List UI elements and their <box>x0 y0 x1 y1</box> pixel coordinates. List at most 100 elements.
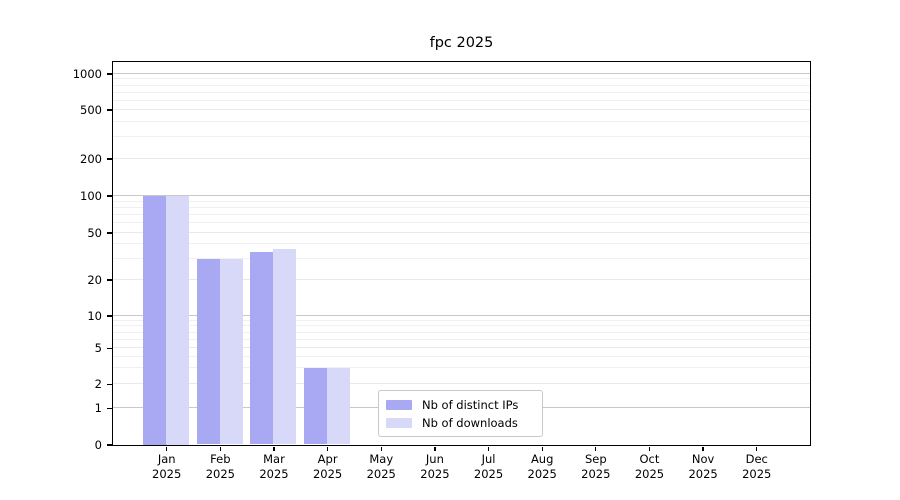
y-tick-mark <box>107 109 112 111</box>
y-tick-mark <box>107 383 112 385</box>
y-tick-label: 100 <box>80 189 102 203</box>
x-tick-label-jul: Jul 2025 <box>466 452 512 481</box>
y-tick-mark <box>107 73 112 75</box>
bar-distinct-ips-mar <box>250 252 274 445</box>
bar-distinct-ips-feb <box>196 258 220 445</box>
minor-gridline <box>112 331 810 333</box>
chart-title: fpc 2025 <box>429 35 494 51</box>
x-tick-label-may: May 2025 <box>358 452 404 481</box>
y-tick-label: 200 <box>80 152 102 166</box>
y-tick-mark <box>107 279 112 281</box>
x-tick-label-jan: Jan 2025 <box>144 452 190 481</box>
legend-item-downloads: Nb of downloads <box>386 415 533 430</box>
x-tick-year: 2025 <box>688 466 718 481</box>
bar-downloads-mar <box>273 249 297 445</box>
x-tick-label-mar: Mar 2025 <box>251 452 297 481</box>
x-tick-mark <box>648 446 651 451</box>
x-tick-mark <box>166 446 168 451</box>
x-tick-month: May <box>369 452 394 466</box>
x-tick-year: 2025 <box>152 466 182 481</box>
y-tick-label: 1 <box>94 401 102 416</box>
x-tick-month: Dec <box>745 452 768 466</box>
bar-downloads-jan <box>166 195 190 445</box>
minor-gridline <box>112 319 810 321</box>
y-tick-label: 500 <box>80 103 102 117</box>
x-tick-year: 2025 <box>312 466 343 481</box>
legend-swatch-icon <box>386 399 412 410</box>
x-tick-label-nov: Nov 2025 <box>680 452 726 481</box>
x-tick-year: 2025 <box>742 466 772 481</box>
y-tick-mark <box>107 195 112 197</box>
x-tick-mark <box>487 446 490 451</box>
minor-gridline <box>112 84 810 86</box>
y-tick-label: 1000 <box>72 67 102 81</box>
x-tick-label-dec: Dec 2025 <box>734 452 780 481</box>
y-tick-label: 20 <box>87 273 102 287</box>
y-tick-mark <box>107 407 112 409</box>
legend: Nb of distinct IPs Nb of downloads <box>378 390 543 437</box>
x-tick-label-aug: Aug 2025 <box>519 452 565 481</box>
y-tick-label: 10 <box>87 309 102 323</box>
plot-area <box>111 60 811 446</box>
legend-label: Nb of downloads <box>422 415 518 430</box>
x-tick-label-apr: Apr 2025 <box>305 452 351 481</box>
y-tick-mark <box>107 444 112 446</box>
minor-gridline <box>112 258 810 260</box>
major-gridline <box>112 109 810 110</box>
bar-downloads-apr <box>327 367 351 445</box>
x-tick-mark <box>219 446 221 451</box>
major-gridline <box>112 73 810 74</box>
minor-gridline <box>112 200 810 202</box>
major-gridline <box>112 195 810 196</box>
minor-gridline <box>112 214 810 216</box>
x-tick-month: Jan <box>157 452 176 466</box>
x-tick-mark <box>756 446 758 451</box>
y-tick-label: 2 <box>94 377 102 392</box>
minor-gridline <box>112 99 810 101</box>
y-tick-label: 5 <box>94 341 102 356</box>
y-tick-label: 50 <box>87 226 102 240</box>
major-gridline <box>112 279 810 280</box>
x-tick-year: 2025 <box>527 466 557 481</box>
x-tick-year: 2025 <box>581 466 611 481</box>
minor-gridline <box>112 222 810 224</box>
x-tick-year: 2025 <box>205 466 235 481</box>
x-tick-mark <box>326 446 329 451</box>
x-tick-month: Sep <box>584 452 607 466</box>
x-tick-mark <box>541 446 543 451</box>
major-gridline <box>112 232 810 233</box>
x-tick-month: Jul <box>481 452 496 466</box>
y-tick-mark <box>107 315 112 317</box>
major-gridline <box>112 315 810 316</box>
x-tick-month: Oct <box>639 452 660 466</box>
x-tick-year: 2025 <box>473 466 504 481</box>
x-tick-year: 2025 <box>420 466 450 481</box>
minor-gridline <box>112 325 810 327</box>
minor-gridline <box>112 356 810 358</box>
major-gridline <box>112 158 810 159</box>
minor-gridline <box>112 367 810 369</box>
x-tick-label-oct: Oct 2025 <box>626 452 672 481</box>
x-tick-mark <box>595 446 597 451</box>
x-tick-year: 2025 <box>259 466 289 481</box>
x-tick-label-sep: Sep 2025 <box>573 452 619 481</box>
x-tick-month: Aug <box>530 452 554 466</box>
minor-gridline <box>112 206 810 208</box>
y-tick-mark <box>107 232 112 234</box>
x-tick-label-feb: Feb 2025 <box>197 452 243 481</box>
bar-downloads-feb <box>219 258 243 445</box>
x-tick-mark <box>434 446 436 451</box>
x-tick-month: Apr <box>317 452 338 466</box>
x-tick-month: Mar <box>263 452 285 466</box>
minor-gridline <box>112 120 810 122</box>
x-tick-month: Jun <box>425 452 444 466</box>
x-tick-label-jun: Jun 2025 <box>412 452 458 481</box>
major-gridline <box>112 347 810 349</box>
minor-gridline <box>112 78 810 80</box>
bar-distinct-ips-jan <box>143 195 167 445</box>
major-gridline <box>112 383 810 385</box>
legend-swatch-icon <box>386 417 412 428</box>
x-tick-month: Feb <box>210 452 231 466</box>
x-tick-year: 2025 <box>634 466 665 481</box>
